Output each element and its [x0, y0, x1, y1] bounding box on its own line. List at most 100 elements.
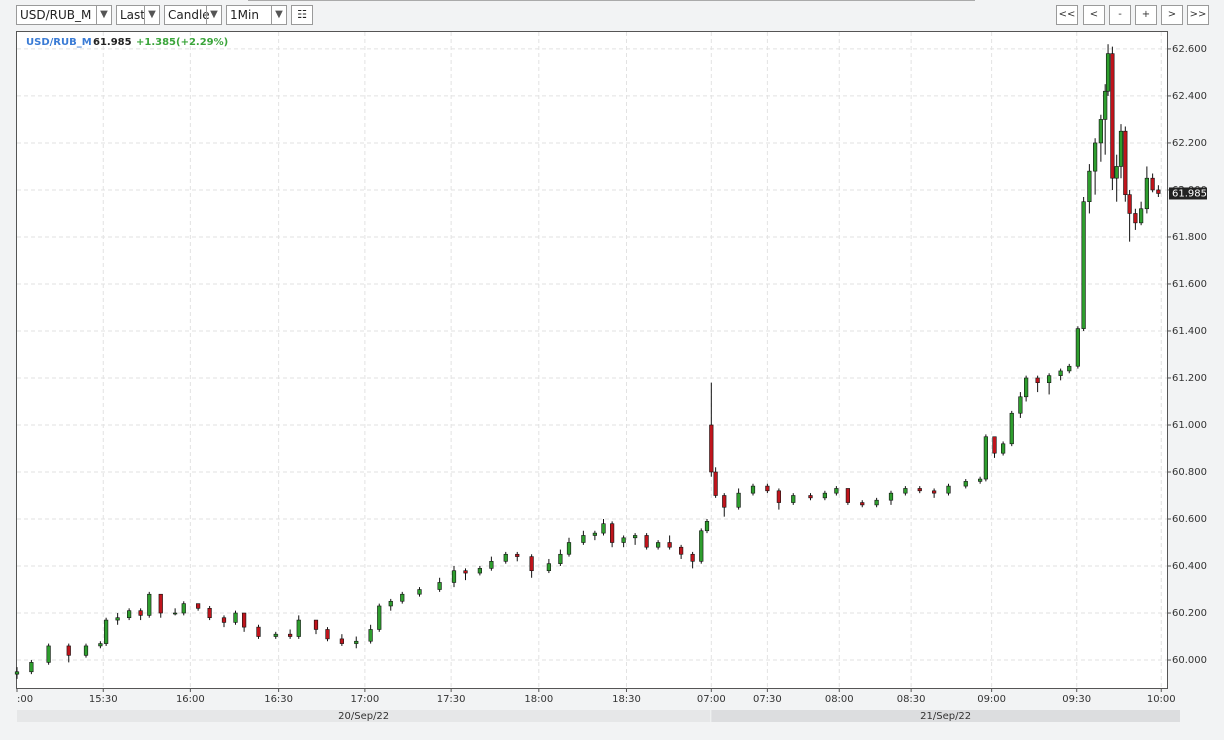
x-tick-label: 16:00 — [176, 694, 205, 705]
y-tick-label: 60.000 — [1172, 655, 1207, 666]
candles — [14, 44, 1161, 679]
candle-body — [722, 495, 727, 508]
candle-body — [417, 589, 422, 595]
nav-button[interactable]: - — [1109, 5, 1131, 25]
candle-body — [1156, 189, 1161, 194]
settings-button[interactable]: ☷ — [291, 5, 313, 25]
candle-body — [400, 593, 405, 602]
x-tick-label: 09:00 — [977, 694, 1006, 705]
candle-body — [1127, 194, 1132, 214]
y-tick-label: 61.000 — [1172, 420, 1207, 431]
nav-button[interactable]: < — [1083, 5, 1105, 25]
candle-body — [296, 619, 301, 637]
symbol-label: USD/RUB_M — [26, 37, 92, 48]
candle-body — [368, 629, 373, 642]
symbol: USD/RUB_M — [20, 8, 92, 22]
candle-body — [917, 488, 922, 492]
candle-body — [776, 490, 781, 503]
x-tick-label: 17:30 — [437, 694, 466, 705]
chart-style-select[interactable]: Candle ▼ — [164, 5, 222, 25]
candle-body — [1024, 377, 1029, 398]
price-type-select[interactable]: Last ▼ — [116, 5, 160, 25]
candle-body — [138, 610, 143, 616]
x-tick-label: 07:30 — [753, 694, 782, 705]
candle-body — [256, 626, 261, 637]
candle-body — [581, 535, 586, 543]
y-tick-label: 62.200 — [1172, 138, 1207, 149]
nav-button[interactable]: > — [1161, 5, 1183, 25]
candle-body — [325, 629, 330, 640]
candle-body — [196, 603, 201, 609]
candle-body — [1067, 365, 1072, 372]
candle-body — [621, 537, 626, 543]
x-tick-label: 09:30 — [1062, 694, 1091, 705]
candle-body — [14, 671, 20, 675]
candle-body — [1105, 53, 1111, 92]
x-tick-label: 18:30 — [612, 694, 641, 705]
candle-body — [558, 553, 563, 564]
x-tick-label: 08:00 — [825, 694, 854, 705]
candle-body — [1093, 142, 1098, 172]
candle-body — [207, 608, 212, 619]
candle-body — [463, 570, 468, 574]
candle-body — [566, 542, 572, 555]
candle-body — [978, 478, 983, 482]
interval-select[interactable]: 1Min ▼ — [226, 5, 287, 25]
y-tick-label: 60.200 — [1172, 608, 1207, 619]
symbol-select[interactable]: USD/RUB_M ▼ — [16, 5, 112, 25]
y-tick-label: 61.200 — [1172, 373, 1207, 384]
candle-body — [750, 485, 756, 494]
date-band — [17, 710, 711, 722]
candle-body — [679, 546, 684, 555]
candle-body — [704, 521, 710, 532]
candle-body — [173, 612, 178, 615]
chart-style: Candle — [168, 8, 210, 22]
nav-button[interactable]: >> — [1187, 5, 1209, 25]
last-price-tag — [1169, 187, 1207, 200]
candle-body — [1081, 201, 1086, 329]
candle-body — [46, 645, 51, 663]
date-band — [711, 710, 1180, 722]
candle-body — [233, 612, 238, 623]
candle-body — [1150, 177, 1155, 191]
candle-body — [377, 605, 382, 630]
candle-body — [903, 488, 908, 494]
candle-body — [147, 593, 152, 616]
candle-body — [644, 535, 649, 548]
last-price-tag-label: 61.985 — [1172, 188, 1207, 199]
candle-body — [1075, 328, 1080, 367]
candle-body — [765, 485, 770, 492]
candle-body — [656, 542, 661, 548]
candle-body — [181, 603, 186, 614]
nav-button[interactable]: << — [1056, 5, 1078, 25]
candle-body — [791, 495, 796, 503]
candle-body — [860, 502, 865, 506]
y-tick-label: 62.600 — [1172, 44, 1207, 55]
x-tick-label: 15:30 — [89, 694, 118, 705]
dropdown-arrow: ▼ — [96, 6, 111, 24]
candle-body — [633, 535, 638, 539]
interval: 1Min — [230, 8, 259, 22]
nav-button[interactable]: + — [1135, 5, 1157, 25]
dropdown-arrow: ▼ — [271, 6, 286, 24]
candle-body — [667, 542, 672, 548]
dropdown-arrow: ▼ — [206, 6, 221, 24]
candle-body — [690, 553, 695, 562]
candle-body — [699, 530, 704, 562]
candle-body — [1087, 170, 1092, 202]
last-price: 61.985 — [93, 37, 132, 48]
candle-body — [221, 617, 227, 623]
candle-body — [963, 481, 968, 487]
candle-body — [104, 619, 109, 644]
candle-body — [592, 532, 597, 536]
y-tick-label: 60.600 — [1172, 514, 1207, 525]
candle-body — [610, 523, 615, 543]
candle-body — [1018, 396, 1023, 414]
candle-body — [29, 662, 34, 673]
candle-body — [503, 553, 508, 562]
candle-body — [1110, 53, 1115, 179]
candle-body — [489, 561, 494, 569]
candle-body — [515, 553, 520, 557]
candle-body — [127, 610, 132, 619]
